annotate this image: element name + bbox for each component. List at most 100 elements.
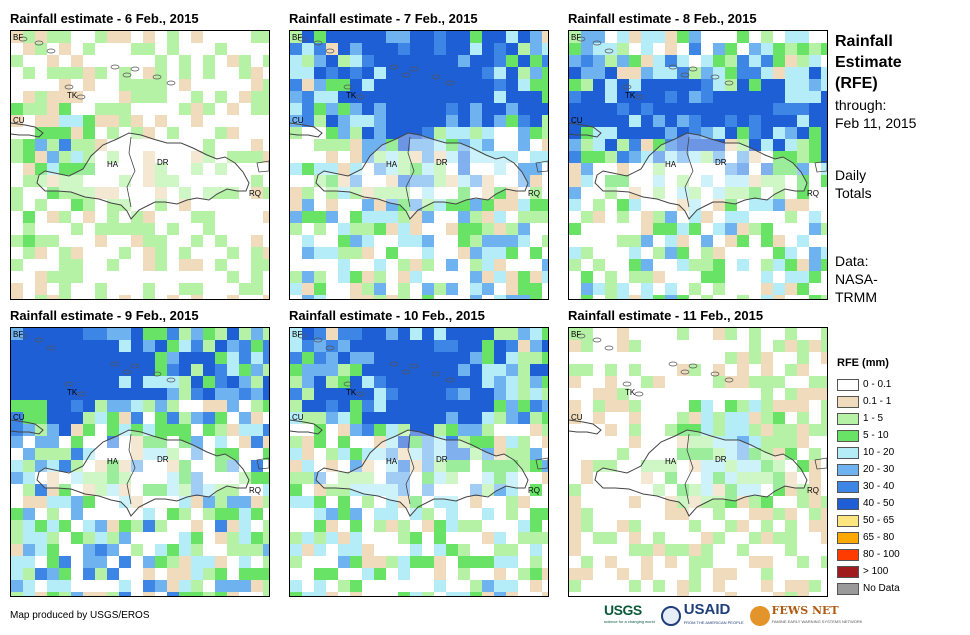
rainfall-cell [494, 448, 506, 460]
rainfall-cell [23, 91, 35, 103]
rainfall-cell [59, 340, 71, 352]
rainfall-cell [713, 271, 725, 283]
legend-item: 10 - 20 [837, 444, 900, 461]
rainfall-cell [23, 376, 35, 388]
rainfall-cell [59, 139, 71, 151]
rainfall-cell [458, 163, 470, 175]
rainfall-cell [629, 259, 641, 271]
rainfall-cell [470, 364, 482, 376]
rainfall-cell [83, 484, 95, 496]
rainfall-cell [506, 364, 518, 376]
rainfall-cell [518, 211, 530, 223]
rainfall-cell [458, 187, 470, 199]
haiti-dr-border [126, 136, 136, 208]
rainfall-cell [446, 55, 458, 67]
rainfall-cell [701, 472, 713, 484]
rainfall-cell [569, 544, 581, 556]
rainfall-cell [518, 352, 530, 364]
rainfall-map: BF TK CU HA DR RQ [10, 30, 270, 300]
rainfall-cell [290, 484, 302, 496]
rainfall-cell [749, 484, 761, 496]
rainfall-cell [47, 55, 59, 67]
rainfall-cell [23, 352, 35, 364]
rainfall-cell [785, 520, 797, 532]
rainfall-cell [155, 400, 167, 412]
rainfall-cell [458, 352, 470, 364]
rainfall-cell [215, 436, 227, 448]
rainfall-cell [542, 199, 548, 211]
rainfall-cell [641, 472, 653, 484]
rainfall-cell [689, 580, 701, 592]
rainfall-cell [59, 211, 71, 223]
rainfall-cell [470, 151, 482, 163]
rainfall-cell [23, 556, 35, 568]
hispaniola-outline [315, 132, 529, 220]
rainfall-cell [761, 103, 773, 115]
island-outline [710, 74, 720, 80]
rainfall-cell [59, 424, 71, 436]
rainfall-cell [458, 556, 470, 568]
rainfall-cell [641, 568, 653, 580]
rainfall-cell [167, 412, 179, 424]
rainfall-cell [737, 115, 749, 127]
rainfall-cell [542, 91, 548, 103]
rainfall-cell [725, 43, 737, 55]
rainfall-cell [593, 211, 605, 223]
rainfall-cell [749, 460, 761, 472]
rainfall-cell [314, 520, 326, 532]
rainfall-cell [314, 67, 326, 79]
rainfall-cell [23, 139, 35, 151]
rainfall-cell [362, 448, 374, 460]
rainfall-cell [665, 55, 677, 67]
rainfall-cell [35, 388, 47, 400]
rainfall-cell [338, 376, 350, 388]
rainfall-cell [398, 295, 410, 299]
rainfall-map: BF TK CU HA DR RQ [289, 327, 549, 597]
rainfall-cell [581, 364, 593, 376]
rainfall-cell [482, 472, 494, 484]
rainfall-cell [653, 127, 665, 139]
island-outline [130, 66, 140, 72]
rainfall-cell [227, 55, 239, 67]
rainfall-cell [191, 388, 203, 400]
rainfall-cell [422, 424, 434, 436]
rainfall-cell [689, 484, 701, 496]
fews-net-emblem-icon [749, 606, 770, 626]
rainfall-cell [374, 91, 386, 103]
rainfall-cell [677, 79, 689, 91]
rainfall-cell [11, 388, 23, 400]
rainfall-cell [629, 115, 641, 127]
rainfall-cell [386, 211, 398, 223]
rainfall-cell [239, 364, 251, 376]
rainfall-cell [713, 115, 725, 127]
rainfall-cell [23, 211, 35, 223]
rainfall-cell [530, 187, 542, 199]
rainfall-cell [326, 484, 338, 496]
rainfall-cell [821, 295, 827, 299]
rainfall-cell [131, 448, 143, 460]
rainfall-cell [713, 580, 725, 592]
rainfall-cell [422, 103, 434, 115]
rainfall-cell [398, 532, 410, 544]
rainfall-cell [689, 520, 701, 532]
rainfall-cell [422, 259, 434, 271]
rainfall-cell [23, 448, 35, 460]
rainfall-cell [761, 127, 773, 139]
rainfall-cell [251, 103, 263, 115]
rainfall-cell [446, 223, 458, 235]
rainfall-cell [398, 472, 410, 484]
rainfall-cell [314, 328, 326, 340]
rainfall-cell [422, 115, 434, 127]
map-label-tk: TK [67, 388, 78, 397]
rainfall-cell [617, 235, 629, 247]
rainfall-cell [422, 127, 434, 139]
rainfall-cell [338, 127, 350, 139]
rainfall-cell [506, 376, 518, 388]
rainfall-cell [338, 436, 350, 448]
rainfall-cell [191, 259, 203, 271]
rainfall-cell [23, 223, 35, 235]
rainfall-cell [761, 532, 773, 544]
rainfall-cell [314, 376, 326, 388]
rainfall-cell [290, 436, 302, 448]
rainfall-cell [239, 328, 251, 340]
